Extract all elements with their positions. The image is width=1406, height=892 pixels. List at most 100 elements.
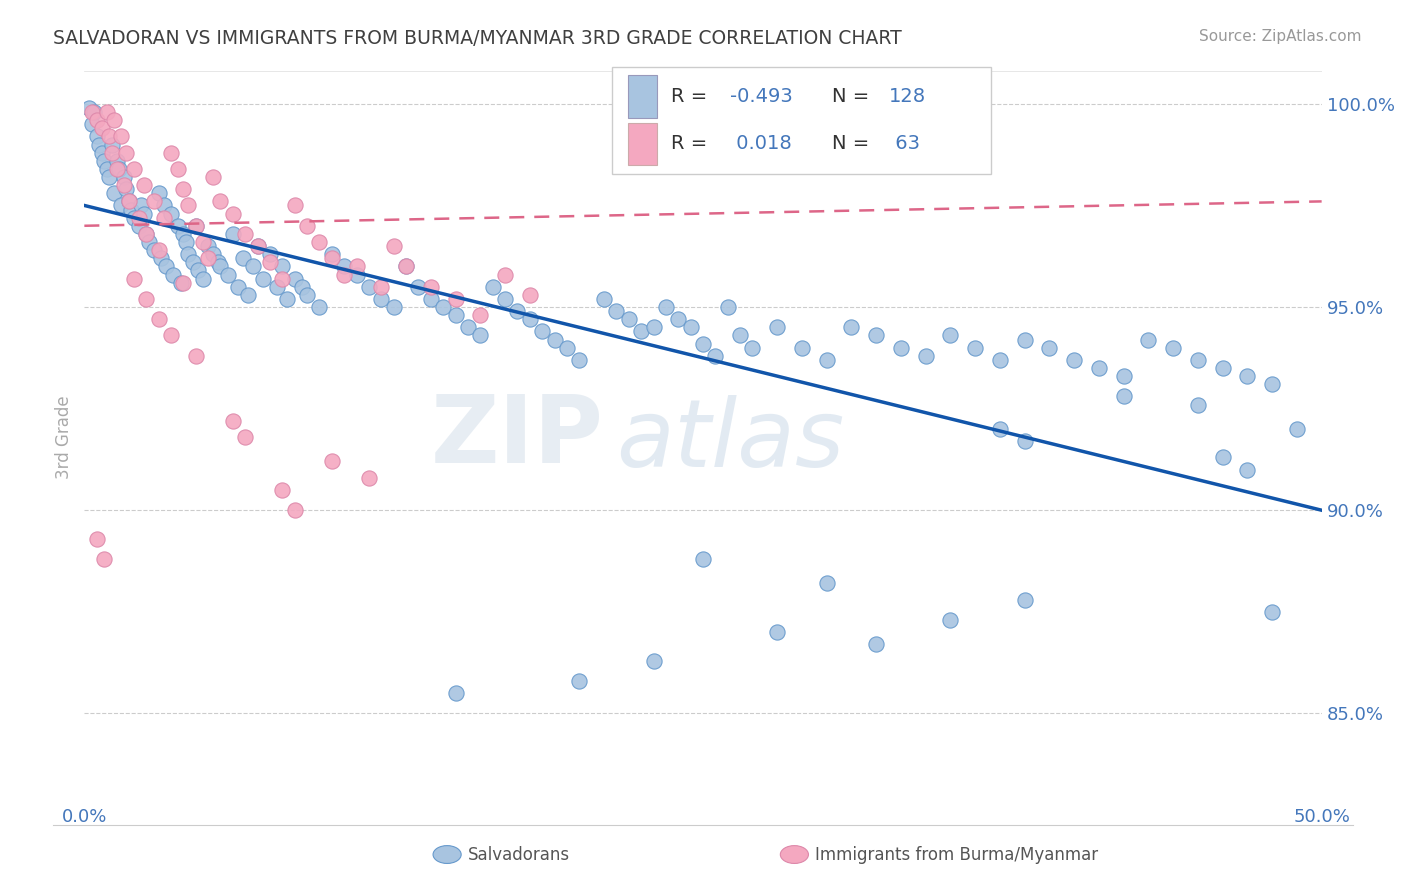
Point	[236, 288, 259, 302]
Point	[128, 219, 150, 233]
Point	[766, 320, 789, 334]
Point	[246, 239, 269, 253]
Point	[100, 145, 122, 160]
Point	[914, 349, 936, 363]
Text: R =: R =	[671, 135, 713, 153]
Point	[276, 292, 298, 306]
Point	[284, 198, 307, 212]
Point	[172, 227, 194, 241]
Point	[142, 243, 165, 257]
Point	[666, 312, 689, 326]
Point	[142, 194, 165, 209]
Point	[284, 503, 307, 517]
Point	[120, 202, 142, 217]
Point	[209, 194, 232, 209]
Point	[704, 349, 727, 363]
Point	[370, 279, 392, 293]
Point	[152, 198, 174, 212]
Text: N =: N =	[832, 87, 876, 106]
Point	[890, 341, 912, 355]
Point	[370, 292, 392, 306]
Point	[692, 336, 714, 351]
Point	[122, 211, 145, 225]
Point	[148, 186, 170, 201]
Point	[308, 235, 330, 249]
Point	[1014, 333, 1036, 347]
Point	[98, 169, 121, 184]
Point	[160, 206, 183, 220]
Point	[148, 243, 170, 257]
Point	[321, 252, 343, 266]
Point	[1261, 605, 1284, 619]
Point	[865, 637, 887, 651]
Point	[1285, 422, 1308, 436]
Point	[172, 182, 194, 196]
Point	[457, 320, 479, 334]
Point	[181, 255, 204, 269]
Point	[357, 279, 380, 293]
Point	[308, 300, 330, 314]
Point	[122, 161, 145, 176]
Point	[988, 422, 1011, 436]
Point	[266, 279, 288, 293]
Text: R =: R =	[671, 87, 713, 106]
Point	[132, 206, 155, 220]
Point	[444, 686, 467, 700]
Text: Source: ZipAtlas.com: Source: ZipAtlas.com	[1198, 29, 1361, 44]
Y-axis label: 3rd Grade: 3rd Grade	[55, 395, 73, 479]
Point	[86, 129, 108, 144]
Point	[333, 260, 356, 274]
Point	[291, 279, 314, 293]
Point	[80, 117, 103, 131]
Point	[135, 227, 157, 241]
Point	[470, 308, 492, 322]
Point	[395, 260, 418, 274]
Point	[202, 247, 225, 261]
Point	[105, 153, 128, 168]
Point	[172, 276, 194, 290]
Point	[93, 552, 115, 566]
Point	[100, 137, 122, 152]
Point	[222, 227, 245, 241]
Point	[939, 613, 962, 627]
Point	[593, 292, 616, 306]
Point	[630, 325, 652, 339]
Point	[1161, 341, 1184, 355]
Point	[939, 328, 962, 343]
Point	[222, 206, 245, 220]
Point	[1014, 592, 1036, 607]
Point	[295, 288, 318, 302]
Point	[1261, 377, 1284, 392]
Point	[1212, 361, 1234, 376]
Point	[96, 105, 118, 120]
Point	[815, 352, 838, 367]
Point	[128, 211, 150, 225]
Point	[965, 341, 987, 355]
Point	[90, 121, 112, 136]
Point	[605, 304, 627, 318]
Point	[444, 308, 467, 322]
Point	[112, 169, 135, 184]
Point	[692, 552, 714, 566]
Point	[177, 198, 200, 212]
Point	[346, 260, 368, 274]
Text: ZIP: ZIP	[432, 391, 605, 483]
Point	[519, 288, 541, 302]
Point	[226, 279, 249, 293]
Point	[135, 292, 157, 306]
Point	[184, 219, 207, 233]
Point	[494, 292, 516, 306]
Point	[191, 271, 214, 285]
Point	[382, 239, 405, 253]
Point	[271, 271, 294, 285]
Point	[233, 227, 256, 241]
Point	[209, 260, 232, 274]
Point	[89, 137, 111, 152]
Point	[568, 352, 591, 367]
Point	[865, 328, 887, 343]
Point	[118, 194, 141, 209]
Point	[259, 247, 281, 261]
Point	[191, 235, 214, 249]
Point	[1088, 361, 1111, 376]
Point	[444, 292, 467, 306]
